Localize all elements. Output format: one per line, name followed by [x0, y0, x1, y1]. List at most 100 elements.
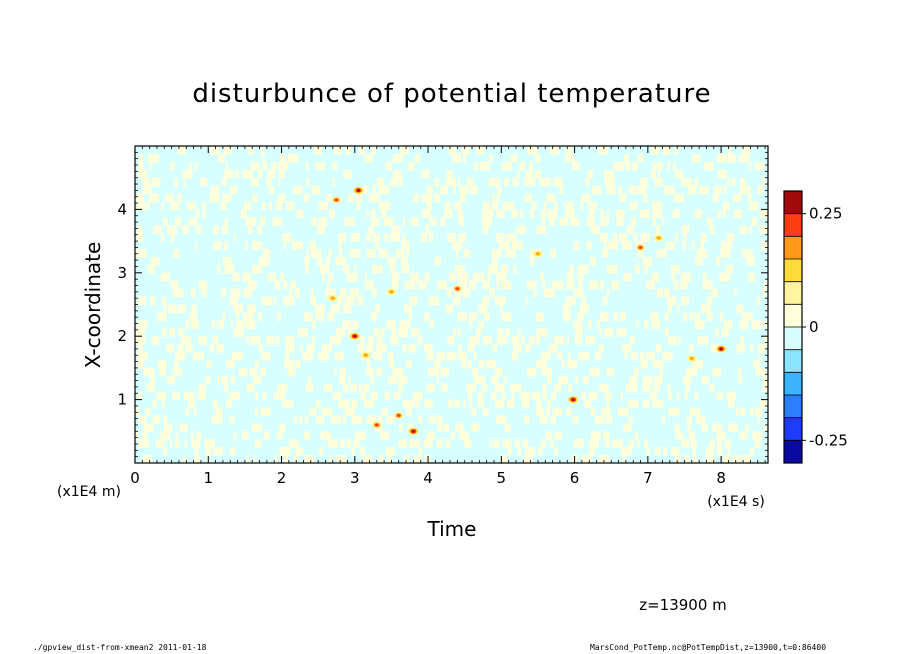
field-cell	[732, 455, 741, 463]
hotspot-core	[690, 357, 694, 360]
field-cell	[323, 383, 333, 393]
field-cell	[309, 407, 317, 416]
field-cell	[664, 288, 670, 298]
field-cell	[716, 391, 723, 401]
field-cell	[492, 256, 498, 266]
field-cell	[483, 407, 489, 416]
field-cell	[468, 280, 476, 290]
field-cell	[286, 201, 295, 210]
field-cell	[497, 328, 504, 337]
field-cell	[458, 344, 462, 353]
field-cell	[221, 177, 227, 187]
field-cell	[434, 256, 442, 266]
field-cell	[453, 201, 462, 210]
field-cell	[245, 217, 257, 226]
field-cell	[311, 217, 318, 226]
field-cell	[741, 146, 751, 155]
field-cell	[749, 407, 754, 416]
field-cell	[191, 320, 199, 329]
field-cell	[655, 225, 661, 234]
field-cell	[675, 455, 681, 463]
field-cell	[310, 296, 317, 306]
field-cell	[565, 296, 576, 306]
field-cell	[138, 161, 144, 171]
field-cell	[160, 272, 170, 282]
field-cell	[327, 439, 339, 448]
field-cell	[689, 312, 693, 321]
field-cell	[501, 391, 506, 401]
field-cell	[378, 455, 384, 463]
field-cell	[485, 360, 497, 369]
field-cell	[617, 407, 629, 416]
field-cell	[137, 391, 142, 401]
field-cell	[169, 328, 176, 337]
field-cell	[667, 304, 672, 313]
field-cell	[397, 328, 408, 337]
field-cell	[163, 217, 168, 226]
y-axis-label: X-coordinate	[81, 242, 105, 369]
field-cell	[667, 383, 671, 393]
field-cell	[334, 367, 337, 377]
field-cell	[199, 383, 206, 393]
colorbar-swatch	[784, 349, 802, 373]
field-cell	[186, 201, 196, 210]
field-cell	[223, 241, 228, 250]
field-cell	[334, 352, 344, 361]
field-cell	[153, 225, 162, 234]
field-cell	[372, 233, 380, 242]
field-cell	[728, 153, 736, 163]
colorbar-swatch	[784, 281, 802, 305]
field-cell	[408, 344, 417, 353]
field-cell	[555, 431, 562, 440]
field-cell	[274, 280, 281, 290]
field-cell	[541, 352, 551, 361]
field-cell	[460, 193, 466, 203]
field-cell	[727, 447, 731, 456]
field-cell	[406, 407, 412, 416]
field-cell	[580, 201, 583, 210]
field-cell	[402, 344, 407, 353]
field-cell	[260, 367, 266, 377]
field-cell	[386, 415, 395, 424]
field-cell	[316, 256, 323, 266]
field-cell	[188, 217, 197, 226]
field-cell	[695, 320, 705, 329]
field-cell	[547, 375, 552, 385]
field-cell	[364, 399, 375, 409]
field-cell	[426, 185, 433, 195]
field-cell	[741, 312, 753, 321]
colorbar-label: 0	[809, 318, 819, 336]
colorbar-swatch	[784, 213, 802, 237]
field-cell	[546, 193, 556, 203]
field-cell	[338, 399, 350, 409]
field-cell	[613, 161, 625, 171]
field-cell	[542, 280, 546, 290]
field-cell	[413, 391, 423, 401]
field-cell	[715, 328, 719, 337]
field-cell	[142, 185, 152, 195]
field-cell	[157, 360, 167, 369]
height-annotation: z=13900 m	[639, 596, 727, 614]
colorbar-swatch	[784, 372, 802, 395]
field-cell	[398, 439, 407, 448]
field-cell	[169, 201, 180, 210]
field-cell	[644, 320, 649, 329]
field-cell	[704, 161, 714, 171]
field-cell	[338, 233, 346, 242]
field-cell	[630, 336, 635, 345]
field-cell	[379, 201, 391, 210]
field-cell	[189, 161, 192, 171]
field-cell	[364, 153, 373, 163]
field-cell	[377, 177, 384, 187]
field-cell	[233, 304, 243, 313]
field-cell	[340, 439, 346, 448]
field-cell	[492, 344, 498, 353]
field-cell	[712, 193, 720, 203]
field-cell	[255, 407, 259, 416]
x-axis-label: Time	[427, 517, 477, 541]
hotspot-core	[455, 287, 459, 290]
field-cell	[652, 161, 663, 171]
field-cell	[759, 352, 762, 361]
field-cell	[311, 185, 321, 195]
